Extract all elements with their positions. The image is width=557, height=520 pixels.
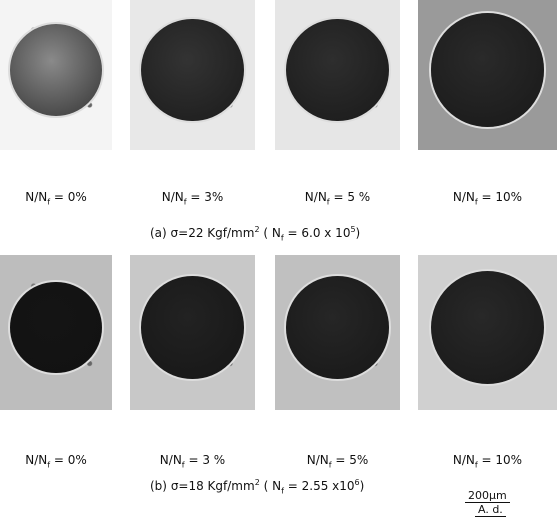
specimen-circle bbox=[10, 24, 102, 116]
specimen-circle bbox=[10, 282, 102, 374]
micrograph bbox=[0, 0, 112, 150]
specimen-circle bbox=[431, 13, 545, 127]
text-part: N/N bbox=[162, 190, 184, 204]
text-part: f bbox=[182, 460, 185, 469]
text-part: = 0% bbox=[54, 190, 87, 204]
scale-bar: 200μm bbox=[465, 489, 510, 503]
text-part: f bbox=[329, 460, 332, 469]
text-part: f bbox=[327, 197, 330, 206]
text-part: ( N bbox=[263, 226, 280, 240]
micrograph bbox=[0, 255, 112, 410]
direction-label: A. d. bbox=[475, 503, 506, 517]
micrograph bbox=[130, 255, 255, 410]
text-part: 2 bbox=[254, 225, 259, 234]
image-label: N/Nf = 3 % bbox=[128, 453, 258, 469]
text-part: f bbox=[281, 486, 284, 495]
specimen-circle bbox=[431, 271, 545, 385]
text-part: N/N bbox=[453, 453, 475, 467]
text-part: (a) bbox=[150, 226, 167, 240]
image-label: N/Nf = 3% bbox=[128, 190, 258, 206]
text-part: = 3 % bbox=[188, 453, 225, 467]
text-part: = 0% bbox=[54, 453, 87, 467]
image-label: N/Nf = 0% bbox=[0, 453, 121, 469]
image-label: N/Nf = 0% bbox=[0, 190, 121, 206]
text-part: = 10% bbox=[482, 453, 523, 467]
text-part: = 10% bbox=[482, 190, 523, 204]
micrograph bbox=[418, 0, 557, 150]
micrograph bbox=[275, 255, 400, 410]
text-part: f bbox=[184, 197, 187, 206]
text-part: N/N bbox=[25, 453, 47, 467]
panel-caption: (a) σ=22 Kgf/mm2 ( Nf = 6.0 x 105) bbox=[150, 225, 360, 242]
text-part: σ=18 Kgf/mm bbox=[171, 479, 255, 493]
text-part: = 5% bbox=[335, 453, 368, 467]
micrograph bbox=[418, 255, 557, 410]
panel-caption: (b) σ=18 Kgf/mm2 ( Nf = 2.55 x106) bbox=[150, 478, 364, 495]
image-label: N/Nf = 10% bbox=[423, 453, 553, 469]
micrograph bbox=[275, 0, 400, 150]
specimen-circle bbox=[141, 276, 244, 379]
text-part: ) bbox=[356, 226, 361, 240]
specimen-circle bbox=[286, 276, 389, 379]
specimen-circle bbox=[141, 19, 244, 122]
text-part: = 6.0 x 10 bbox=[288, 226, 351, 240]
text-part: ( N bbox=[264, 479, 281, 493]
text-part: f bbox=[47, 460, 50, 469]
text-part: 2 bbox=[255, 478, 260, 487]
text-part: N/N bbox=[25, 190, 47, 204]
image-label: N/Nf = 10% bbox=[423, 190, 553, 206]
text-part: σ=22 Kgf/mm bbox=[171, 226, 255, 240]
text-part: ) bbox=[360, 479, 365, 493]
image-label: N/Nf = 5% bbox=[273, 453, 403, 469]
text-part: = 5 % bbox=[333, 190, 370, 204]
micrograph bbox=[130, 0, 255, 150]
text-part: N/N bbox=[305, 190, 327, 204]
text-part: f bbox=[475, 460, 478, 469]
text-part: (b) bbox=[150, 479, 167, 493]
text-part: = 2.55 x10 bbox=[288, 479, 355, 493]
text-part: f bbox=[475, 197, 478, 206]
figure: {"panels": [ {"caption": {"label": "(a)"… bbox=[0, 0, 557, 520]
text-part: = 3% bbox=[190, 190, 223, 204]
image-label: N/Nf = 5 % bbox=[273, 190, 403, 206]
text-part: f bbox=[47, 197, 50, 206]
text-part: N/N bbox=[453, 190, 475, 204]
text-part: f bbox=[281, 233, 284, 242]
specimen-circle bbox=[286, 19, 389, 122]
text-part: N/N bbox=[307, 453, 329, 467]
text-part: N/N bbox=[160, 453, 182, 467]
